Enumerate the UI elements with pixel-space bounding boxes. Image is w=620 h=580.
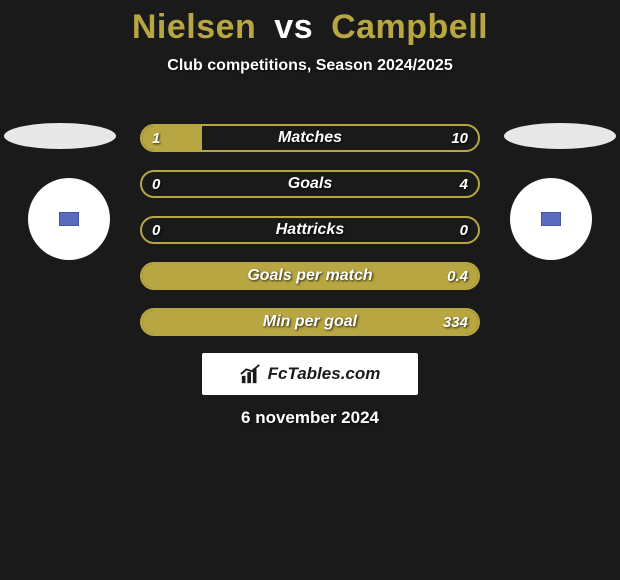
stat-bar: 04Goals <box>140 170 480 198</box>
stat-label: Goals <box>142 172 478 196</box>
date-text: 6 november 2024 <box>0 408 620 428</box>
stat-bar: 0.4Goals per match <box>140 262 480 290</box>
stat-label: Matches <box>142 126 478 150</box>
player2-flag-icon <box>541 212 561 226</box>
comparison-title: Nielsen vs Campbell <box>0 0 620 47</box>
stat-label: Goals per match <box>142 264 478 288</box>
brand-container: FcTables.com <box>0 353 620 395</box>
player2-team-badge <box>510 178 592 260</box>
player2-avatar-oval <box>504 123 616 149</box>
stats-bars: 110Matches 04Goals 00Hattricks 0.4Goals per… <box>140 124 480 354</box>
player2-name: Campbell <box>331 8 488 46</box>
player1-avatar-oval <box>4 123 116 149</box>
stat-bar: 110Matches <box>140 124 480 152</box>
chart-icon <box>240 363 262 385</box>
stat-bar: 334Min per goal <box>140 308 480 336</box>
vs-text: vs <box>274 8 313 46</box>
brand-badge: FcTables.com <box>202 353 418 395</box>
stat-label: Min per goal <box>142 310 478 334</box>
stat-bar: 00Hattricks <box>140 216 480 244</box>
stat-label: Hattricks <box>142 218 478 242</box>
player1-flag-icon <box>59 212 79 226</box>
player1-team-badge <box>28 178 110 260</box>
brand-text: FcTables.com <box>268 364 381 384</box>
player1-name: Nielsen <box>132 8 256 46</box>
subtitle: Club competitions, Season 2024/2025 <box>0 57 620 75</box>
